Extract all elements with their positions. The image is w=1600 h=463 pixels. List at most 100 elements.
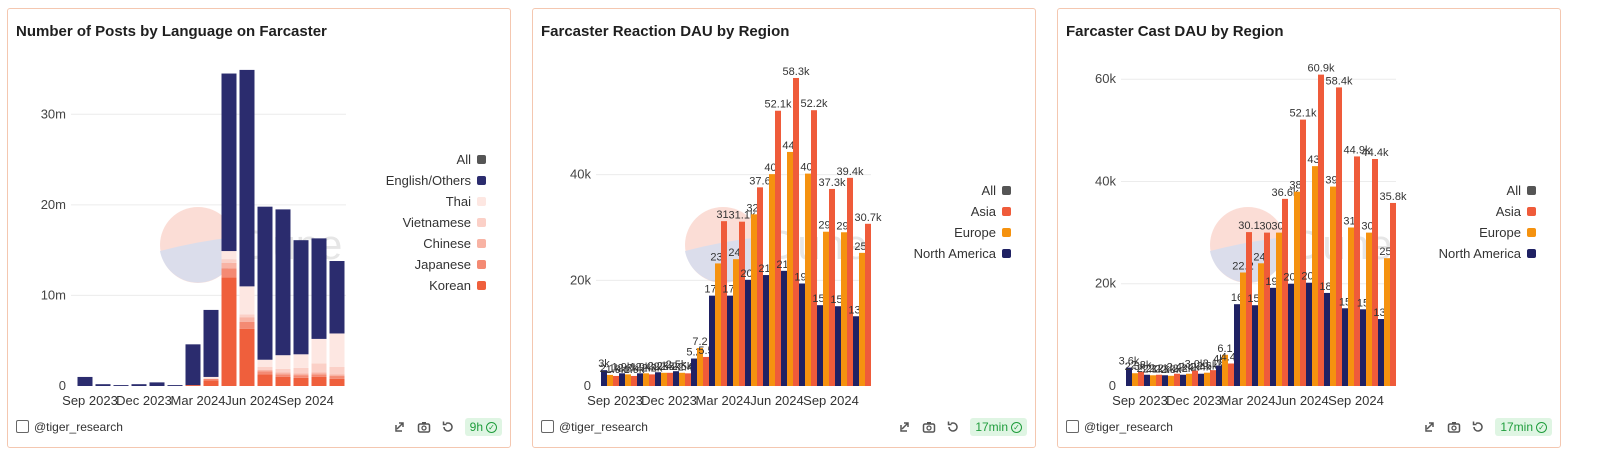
bar-english-others[interactable] bbox=[329, 261, 345, 334]
bar-english-others[interactable] bbox=[275, 209, 291, 356]
bar-chinese[interactable] bbox=[329, 374, 345, 377]
bar-europe[interactable] bbox=[859, 252, 865, 386]
bar-japanese[interactable] bbox=[221, 268, 237, 278]
legend-item[interactable]: Asia bbox=[914, 201, 1011, 222]
bar-thai[interactable] bbox=[239, 286, 255, 315]
bar-english-others[interactable] bbox=[239, 69, 255, 287]
bar-asia[interactable] bbox=[1192, 370, 1198, 386]
bar-north-america[interactable] bbox=[1378, 319, 1384, 386]
bar-english-others[interactable] bbox=[95, 384, 111, 386]
bar-thai[interactable] bbox=[275, 355, 291, 369]
bar-vietnamese[interactable] bbox=[239, 314, 255, 318]
bar-north-america[interactable] bbox=[1198, 373, 1204, 386]
bar-north-america[interactable] bbox=[1162, 375, 1168, 386]
bar-japanese[interactable] bbox=[257, 371, 273, 375]
legend-item[interactable]: Thai bbox=[386, 191, 486, 212]
bar-north-america[interactable] bbox=[1288, 283, 1294, 386]
refresh-icon[interactable] bbox=[441, 420, 455, 434]
legend-item[interactable]: Europe bbox=[1439, 222, 1536, 243]
bar-english-others[interactable] bbox=[113, 385, 129, 386]
refresh-icon[interactable] bbox=[1471, 420, 1485, 434]
bar-asia[interactable] bbox=[703, 356, 709, 386]
bar-japanese[interactable] bbox=[311, 374, 327, 377]
bar-europe[interactable] bbox=[1204, 372, 1210, 386]
bar-north-america[interactable] bbox=[1234, 304, 1240, 386]
bar-korean[interactable] bbox=[257, 374, 273, 386]
bar-asia[interactable] bbox=[613, 375, 619, 386]
share-icon[interactable] bbox=[1423, 420, 1437, 434]
bar-korean[interactable] bbox=[221, 277, 237, 386]
bar-japanese[interactable] bbox=[275, 374, 291, 377]
bar-korean[interactable] bbox=[329, 378, 345, 386]
legend-item[interactable]: Japanese bbox=[386, 254, 486, 275]
bar-north-america[interactable] bbox=[601, 370, 607, 386]
bar-north-america[interactable] bbox=[853, 316, 859, 386]
legend-item[interactable]: North America bbox=[1439, 243, 1536, 264]
bar-europe[interactable] bbox=[607, 374, 613, 386]
bar-japanese[interactable] bbox=[329, 376, 345, 379]
bar-north-america[interactable] bbox=[1306, 282, 1312, 386]
bar-english-others[interactable] bbox=[221, 73, 237, 252]
bar-north-america[interactable] bbox=[637, 373, 643, 386]
bar-europe[interactable] bbox=[679, 372, 685, 386]
bar-north-america[interactable] bbox=[1270, 287, 1276, 386]
legend-item[interactable]: All bbox=[914, 180, 1011, 201]
bar-japanese[interactable] bbox=[239, 321, 255, 329]
bar-europe[interactable] bbox=[1276, 232, 1282, 386]
bar-north-america[interactable] bbox=[619, 373, 625, 386]
bar-asia[interactable] bbox=[1372, 158, 1378, 386]
bar-north-america[interactable] bbox=[835, 306, 841, 386]
bar-chinese[interactable] bbox=[239, 317, 255, 322]
bar-english-others[interactable] bbox=[311, 238, 327, 339]
bar-vietnamese[interactable] bbox=[329, 366, 345, 375]
legend-item[interactable]: Chinese bbox=[386, 233, 486, 254]
refresh-icon[interactable] bbox=[946, 420, 960, 434]
bar-north-america[interactable] bbox=[709, 295, 715, 386]
owner-handle[interactable]: @tiger_research bbox=[1066, 420, 1173, 434]
bar-north-america[interactable] bbox=[691, 358, 697, 386]
bar-europe[interactable] bbox=[1240, 272, 1246, 386]
bar-vietnamese[interactable] bbox=[257, 366, 273, 370]
bar-north-america[interactable] bbox=[1216, 365, 1222, 386]
bar-english-others[interactable] bbox=[257, 206, 273, 360]
bar-chinese[interactable] bbox=[257, 369, 273, 372]
bar-europe[interactable] bbox=[1132, 373, 1138, 386]
bar-asia[interactable] bbox=[1390, 202, 1396, 386]
bar-north-america[interactable] bbox=[745, 279, 751, 386]
bar-europe[interactable] bbox=[823, 231, 829, 386]
bar-europe[interactable] bbox=[1186, 373, 1192, 386]
bar-europe[interactable] bbox=[751, 214, 757, 386]
bar-chinese[interactable] bbox=[221, 262, 237, 269]
bar-europe[interactable] bbox=[661, 372, 667, 386]
bar-asia[interactable] bbox=[1228, 363, 1234, 386]
bar-korean[interactable] bbox=[311, 376, 327, 386]
bar-asia[interactable] bbox=[1282, 198, 1288, 386]
bar-korean[interactable] bbox=[239, 328, 255, 386]
bar-english-others[interactable] bbox=[185, 344, 201, 386]
bar-europe[interactable] bbox=[1330, 186, 1336, 386]
bar-europe[interactable] bbox=[1312, 166, 1318, 386]
bar-thai[interactable] bbox=[203, 376, 219, 379]
bar-asia[interactable] bbox=[1300, 119, 1306, 387]
bar-asia[interactable] bbox=[1318, 74, 1324, 386]
bar-asia[interactable] bbox=[865, 223, 871, 386]
bar-north-america[interactable] bbox=[1360, 309, 1366, 386]
legend-item[interactable]: All bbox=[386, 149, 486, 170]
bar-europe[interactable] bbox=[787, 151, 793, 386]
bar-asia[interactable] bbox=[757, 187, 763, 386]
bar-vietnamese[interactable] bbox=[275, 368, 291, 373]
bar-north-america[interactable] bbox=[1252, 305, 1258, 386]
bar-asia[interactable] bbox=[829, 188, 835, 386]
bar-english-others[interactable] bbox=[203, 309, 219, 377]
bar-europe[interactable] bbox=[1384, 258, 1390, 386]
legend-item[interactable]: North America bbox=[914, 243, 1011, 264]
bar-asia[interactable] bbox=[739, 221, 745, 386]
bar-asia[interactable] bbox=[847, 177, 853, 386]
bar-vietnamese[interactable] bbox=[293, 367, 309, 374]
bar-north-america[interactable] bbox=[781, 270, 787, 386]
bar-korean[interactable] bbox=[185, 385, 201, 386]
bar-thai[interactable] bbox=[221, 251, 237, 260]
bar-asia[interactable] bbox=[1336, 87, 1342, 387]
bar-english-others[interactable] bbox=[293, 240, 309, 355]
bar-english-others[interactable] bbox=[167, 385, 183, 386]
